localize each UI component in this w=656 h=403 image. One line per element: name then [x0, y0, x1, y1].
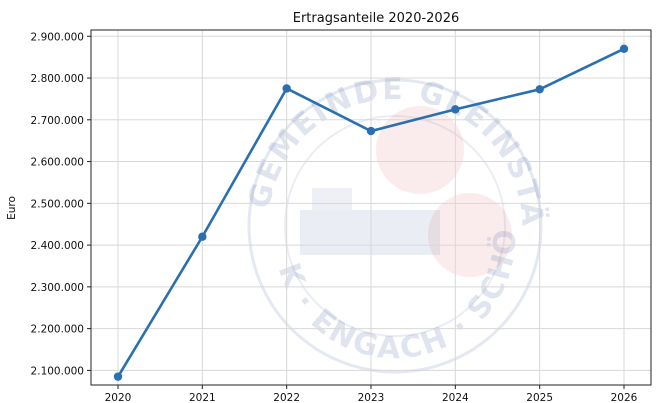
x-tick-label: 2020 [105, 392, 132, 403]
watermark-seal: GEMEINDE GLEINSTÄTTEN K · ENGACH · SCHÖN [0, 0, 549, 374]
data-point [366, 126, 376, 136]
plot-frame [90, 29, 652, 386]
y-tick-label: 2.900.000 [31, 31, 84, 43]
y-tick-label: 2.700.000 [31, 115, 84, 127]
x-tick-label: 2024 [442, 392, 469, 403]
x-tick-label: 2021 [189, 392, 216, 403]
data-point [451, 105, 460, 114]
x-tick-label: 2022 [273, 392, 300, 403]
data-point [198, 232, 207, 241]
y-axis-label: Euro [6, 196, 18, 220]
y-tick-label: 2.600.000 [31, 157, 84, 169]
x-tick-label: 2025 [526, 392, 553, 403]
tick-layer: 2.100.000 2.200.000 2.300.000 2.400.000 2.50… [31, 31, 638, 403]
y-tick-label: 2.100.000 [31, 365, 84, 377]
y-tick-label: 2.800.000 [31, 73, 84, 85]
data-point [535, 85, 544, 94]
data-point [619, 44, 629, 53]
series-layer [113, 44, 629, 381]
y-tick-label: 2.400.000 [31, 240, 84, 252]
y-tick-label: 2.500.000 [31, 198, 84, 210]
x-tick-label: 2026 [611, 392, 638, 403]
chart-title: Ertragsanteile 2020-2026 [293, 11, 460, 26]
grid-layer [91, 30, 651, 385]
y-tick-label: 2.200.000 [31, 324, 84, 336]
x-tick-label: 2023 [358, 392, 385, 403]
data-point [113, 372, 123, 381]
y-tick-label: 2.300.000 [31, 282, 84, 294]
data-point [282, 84, 291, 93]
